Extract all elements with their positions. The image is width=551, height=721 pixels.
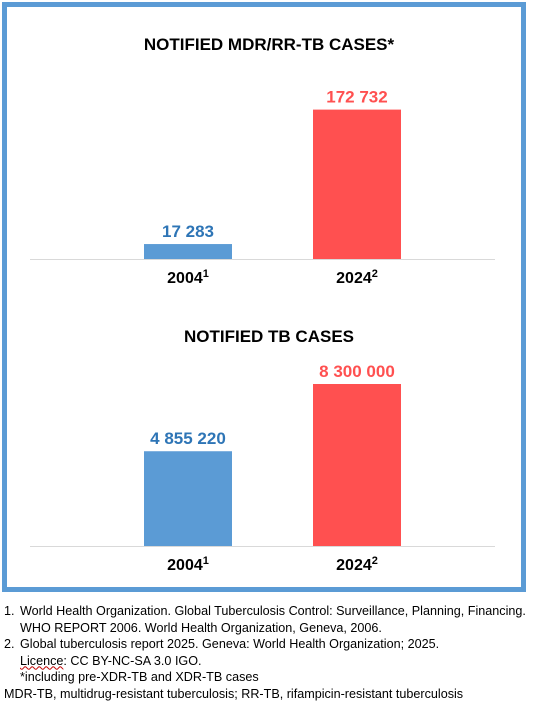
chart-title-mdr: NOTIFIED MDR/RR-TB CASES* [143,35,395,54]
category-year: 2004 [167,270,203,287]
category-superscript: 1 [203,268,209,280]
footnotes: 1. World Health Organization. Global Tub… [4,603,549,702]
chart-1-value-label-2004: 4 855 220 [150,429,226,448]
chart-1-category-label-2004: 20041 [167,555,209,574]
chart-0-category-label-2004: 20041 [167,268,209,287]
chart-title-tb: NOTIFIED TB CASES [183,327,354,346]
abbreviations-note: MDR-TB, multidrug-resistant tuberculosis… [4,686,464,701]
chart-1-category-label-2024: 20242 [336,555,378,574]
chart-1-bar-2024 [313,384,401,546]
footnote-1-text: World Health Organization. Global Tuberc… [20,604,526,635]
category-year: 2024 [336,557,372,574]
chart-1-bar-2004 [144,451,232,546]
category-superscript: 1 [203,555,209,567]
footnote-1: 1. World Health Organization. Global Tub… [4,603,549,636]
chart-0-bar-2024 [313,109,401,259]
licence-word: Licence [20,653,64,668]
category-superscript: 2 [372,555,378,567]
category-superscript: 2 [372,268,378,280]
footnote-2-number: 2. [4,637,15,651]
chart-1-value-label-2024: 8 300 000 [319,362,395,381]
charts-frame: NOTIFIED MDR/RR-TB CASES* NOTIFIED TB CA… [2,2,526,592]
footnote-1-number: 1. [4,604,15,618]
licence-text: : CC BY-NC-SA 3.0 IGO. [63,653,202,668]
chart-0-category-label-2024: 20242 [336,268,378,287]
chart-0-bar-2004 [144,244,232,259]
footnote-2-text: Global tuberculosis report 2025. Geneva:… [20,637,440,651]
category-year: 2024 [336,270,372,287]
chart-0-value-label-2024: 172 732 [326,88,387,107]
licence-line: Licence: CC BY-NC-SA 3.0 IGO. [4,653,549,670]
chart-0-value-label-2004: 17 283 [162,222,214,241]
including-note: *including pre-XDR-TB and XDR-TB cases [20,670,259,684]
category-year: 2004 [167,557,203,574]
footnote-2: 2. Global tuberculosis report 2025. Gene… [4,636,549,653]
